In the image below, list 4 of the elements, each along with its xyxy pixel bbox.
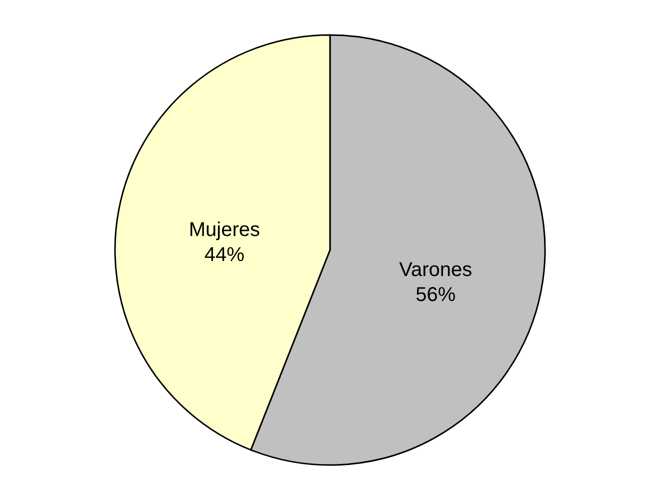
- data-label: 44%: [204, 244, 245, 266]
- data-label: 56%: [416, 284, 456, 306]
- slice-label: Mujeres: [188, 218, 260, 241]
- slice-label: Varones: [399, 259, 472, 282]
